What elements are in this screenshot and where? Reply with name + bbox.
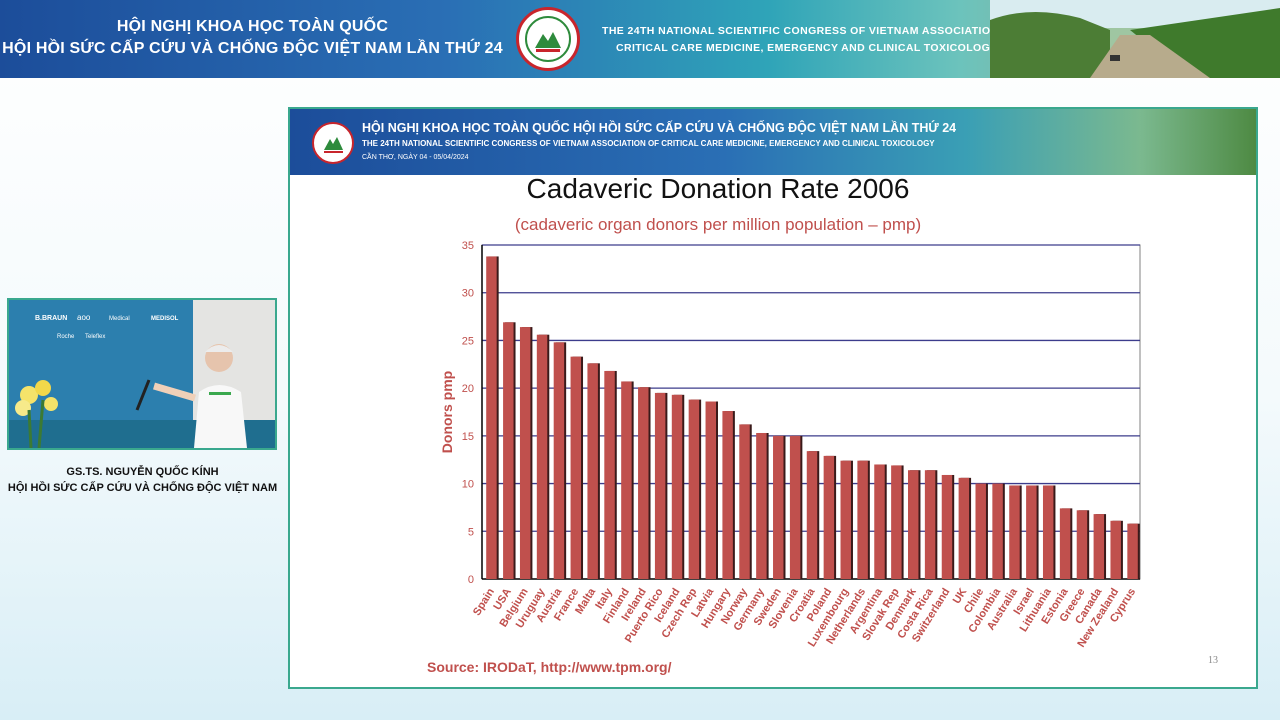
svg-text:Medical: Medical xyxy=(109,316,130,322)
bar xyxy=(908,470,919,579)
svg-text:B.BRAUN: B.BRAUN xyxy=(35,315,67,322)
slide-header-date: CẦN THƠ, NGÀY 04 - 05/04/2024 xyxy=(362,154,469,161)
y-tick-label: 15 xyxy=(462,431,474,443)
y-tick-label: 30 xyxy=(462,288,474,300)
y-tick-label: 5 xyxy=(468,526,474,538)
chart-title: Cadaveric Donation Rate 2006 xyxy=(526,173,910,204)
bar xyxy=(486,256,497,579)
bar xyxy=(739,424,750,579)
bar xyxy=(773,435,784,579)
bar xyxy=(891,465,902,579)
svg-text:MEDISOL: MEDISOL xyxy=(151,316,179,322)
bar xyxy=(941,474,953,579)
bar xyxy=(688,399,700,579)
bar xyxy=(1093,514,1105,579)
bar xyxy=(621,381,632,579)
bar xyxy=(823,455,835,579)
bar xyxy=(806,451,818,579)
chart-subtitle: (cadaveric organ donors per million popu… xyxy=(514,215,922,234)
svg-text:Teleflex: Teleflex xyxy=(85,334,105,340)
banner-title-vi-line2: HỘI HỒI SỨC CẤP CỨU VÀ CHỐNG ĐỘC VIỆT NA… xyxy=(2,40,503,57)
bar xyxy=(570,356,582,579)
bar xyxy=(654,392,666,579)
bar xyxy=(1042,485,1054,579)
bar xyxy=(874,464,885,579)
bar xyxy=(553,342,565,579)
bar xyxy=(840,460,851,579)
svg-text:aoo: aoo xyxy=(77,313,91,322)
y-tick-label: 25 xyxy=(462,335,474,347)
bar xyxy=(975,483,986,579)
slide-header-title-vi: HỘI NGHỊ KHOA HỌC TOÀN QUỐC HỘI HỒI SỨC … xyxy=(362,121,957,135)
presentation-slide: HỘI NGHỊ KHOA HỌC TOÀN QUỐC HỘI HỒI SỨC … xyxy=(288,107,1258,689)
speaker-organization: HỘI HỒI SỨC CẤP CỨU VÀ CHỐNG ĐỘC VIỆT NA… xyxy=(7,482,278,494)
bar xyxy=(1009,485,1020,579)
bar xyxy=(604,370,615,579)
bar xyxy=(1127,523,1138,579)
conference-banner: HỘI NGHỊ KHOA HỌC TOÀN QUỐC HỘI HỒI SỨC … xyxy=(0,0,1280,78)
slide-header-title-en: THE 24TH NATIONAL SCIENTIFIC CONGRESS OF… xyxy=(362,139,935,148)
bar xyxy=(958,477,970,579)
bar xyxy=(992,483,1003,579)
source-citation: Source: IRODaT, http://www.tpm.org/ xyxy=(427,659,672,675)
bar xyxy=(789,435,801,579)
page-number: 13 xyxy=(1208,655,1218,666)
bar xyxy=(705,401,716,579)
slide-logo-icon xyxy=(312,122,354,164)
banner-title-vi-line1: HỘI NGHỊ KHOA HỌC TOÀN QUỐC xyxy=(116,18,389,35)
bar xyxy=(1059,508,1071,579)
banner-title-en-line2: CRITICAL CARE MEDICINE, EMERGENCY AND CL… xyxy=(616,42,998,54)
bar xyxy=(722,411,733,579)
bar xyxy=(503,322,514,579)
bar xyxy=(1076,510,1088,579)
bar xyxy=(756,432,767,579)
bar xyxy=(1110,520,1121,579)
speaker-name: GS.TS. NGUYỄN QUỐC KÍNH xyxy=(66,466,219,478)
bar xyxy=(857,460,868,579)
association-logo-icon xyxy=(516,7,580,71)
bar xyxy=(671,394,683,579)
slide-header: HỘI NGHỊ KHOA HỌC TOÀN QUỐC HỘI HỒI SỨC … xyxy=(290,109,1256,175)
bar xyxy=(587,363,598,579)
speaker-video: B.BRAUN aoo Medical MEDISOL Roche Telefl… xyxy=(7,298,277,450)
svg-text:Roche: Roche xyxy=(57,334,75,340)
y-tick-label: 0 xyxy=(468,574,474,586)
y-tick-label: 35 xyxy=(462,240,474,252)
y-axis-label: Donors pmp xyxy=(439,371,455,453)
y-tick-label: 10 xyxy=(462,479,474,491)
bar xyxy=(519,327,531,579)
bar xyxy=(1026,485,1037,579)
y-tick-label: 20 xyxy=(462,383,474,395)
bar xyxy=(536,334,548,579)
bar xyxy=(638,387,649,579)
river-scenery-image xyxy=(990,0,1280,78)
bar xyxy=(924,470,936,579)
banner-title-en-line1: THE 24TH NATIONAL SCIENTIFIC CONGRESS OF… xyxy=(602,25,1018,37)
